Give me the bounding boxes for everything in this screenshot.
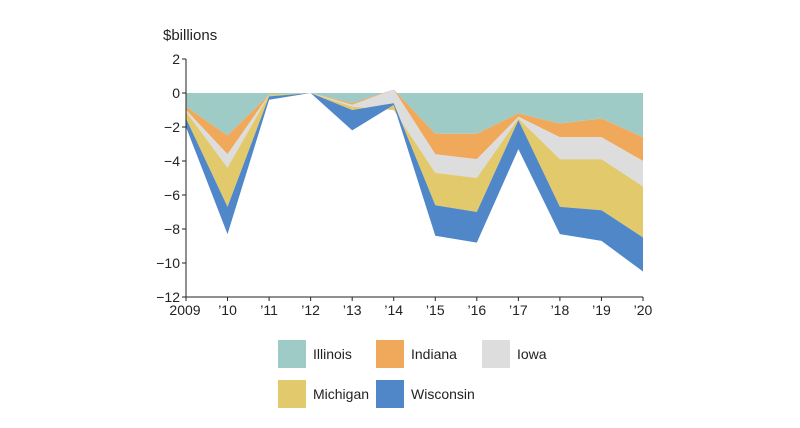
x-tick-label: ’12 — [301, 302, 320, 318]
y-tick-label: −12 — [156, 289, 180, 305]
x-tick-label: 2009 — [169, 302, 200, 318]
y-axis-unit-label: $billions — [163, 27, 217, 44]
legend-item-indiana: Indiana — [376, 340, 457, 368]
y-tick-label: 0 — [172, 85, 180, 101]
chart: $billions 2 0 −2 −4 −6 −8 −10 −12 2009 ’10 ’11 ’12… — [156, 27, 653, 318]
legend-item-wisconsin: Wisconsin — [376, 380, 475, 408]
y-tick-label: −8 — [164, 221, 180, 237]
x-axis-ticks: 2009 ’10 ’11 ’12 ’13 ’14 ’15 ’16 ’17 ’18 ’19 ’20 — [169, 297, 653, 318]
area-indiana — [186, 89, 643, 161]
x-tick-label: ’13 — [343, 302, 362, 318]
legend-label: Wisconsin — [411, 386, 475, 402]
legend-swatch — [278, 380, 306, 408]
x-tick-label: ’10 — [218, 302, 237, 318]
y-axis-ticks: 2 0 −2 −4 −6 −8 −10 −12 — [156, 51, 186, 305]
legend-item-michigan: Michigan — [278, 380, 369, 408]
legend-swatch — [376, 340, 404, 368]
x-tick-label: ’20 — [634, 302, 653, 318]
x-tick-label: ’14 — [384, 302, 403, 318]
legend-label: Iowa — [517, 346, 547, 362]
x-tick-label: ’15 — [426, 302, 445, 318]
x-tick-label: ’19 — [592, 302, 611, 318]
legend-label: Illinois — [313, 346, 352, 362]
x-tick-label: ’11 — [260, 302, 278, 318]
area-michigan — [186, 93, 643, 238]
area-iowa — [186, 89, 643, 187]
area-illinois — [186, 89, 643, 138]
y-tick-label: −2 — [164, 119, 180, 135]
y-tick-label: −4 — [164, 153, 180, 169]
legend-label: Indiana — [411, 346, 457, 362]
x-tick-label: ’17 — [509, 302, 528, 318]
legend-label: Michigan — [313, 386, 370, 402]
axes — [185, 59, 643, 298]
y-tick-label: 2 — [172, 51, 180, 67]
plot-areas — [186, 89, 643, 272]
legend-swatch — [376, 380, 404, 408]
legend-item-iowa: Iowa — [482, 340, 547, 368]
legend-swatch — [482, 340, 510, 368]
x-tick-label: ’18 — [551, 302, 570, 318]
y-tick-label: −10 — [156, 255, 180, 271]
y-tick-label: −6 — [164, 187, 180, 203]
legend-item-illinois: Illinois — [278, 340, 352, 368]
legend-swatch — [278, 340, 306, 368]
x-tick-label: ’16 — [467, 302, 486, 318]
